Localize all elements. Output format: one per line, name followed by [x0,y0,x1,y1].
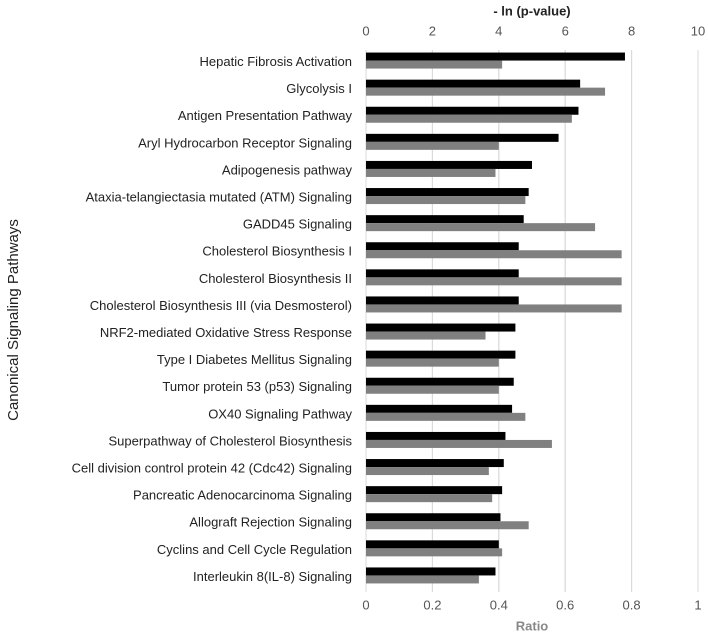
x-tick-label: 0.4 [490,597,508,612]
bar [366,106,579,115]
category-label: GADD45 Signaling [243,217,352,232]
bar [366,404,513,413]
bar [366,223,596,232]
x-tick-label: 0 [362,597,369,612]
bar [366,269,519,278]
bar [366,188,529,197]
bar [366,215,524,224]
bar [366,513,501,522]
x2-tick-label: 10 [691,23,705,38]
bar [366,377,514,386]
bar [366,412,526,421]
bar [366,439,552,448]
bar [366,114,572,123]
category-label: Tumor protein 53 (p53) Signaling [162,379,352,394]
category-label: NRF2-mediated Oxidative Stress Response [100,325,352,340]
category-label: Pancreatic Adenocarcinoma Signaling [133,488,352,503]
bar [366,575,479,584]
x-tick-label: 0.8 [623,597,641,612]
x-tick-label: 0.2 [423,597,441,612]
bar [366,540,499,549]
x2-tick-label: 8 [628,23,635,38]
bar [366,87,606,96]
category-label: Ataxia-telangiectasia mutated (ATM) Sign… [86,189,352,204]
category-label: Cholesterol Biosynthesis III (via Desmos… [90,298,352,313]
category-label: Allograft Rejection Signaling [189,515,352,530]
category-label: Type I Diabetes Mellitus Signaling [157,352,352,367]
bar [366,431,506,440]
category-label: Glycolysis I [286,81,352,96]
category-label: Cholesterol Biosynthesis II [199,271,352,286]
top-axis-title: - ln (p-value) [493,3,570,18]
bar [366,79,581,88]
x-tick-label: 0.6 [556,597,574,612]
bar [366,358,499,367]
bar [366,133,559,142]
bar [366,304,622,313]
bar [366,168,496,177]
bar [366,567,496,576]
bar [366,52,625,61]
x2-tick-label: 2 [429,23,436,38]
bar [366,296,519,305]
bar [366,323,516,332]
bar [366,242,519,251]
category-label: Superpathway of Cholesterol Biosynthesis [108,433,352,448]
category-label: Cholesterol Biosynthesis I [202,244,352,259]
bar [366,494,493,503]
bar [366,385,499,394]
bar [366,160,532,169]
y-axis-title: Canonical Signaling Pathways [5,219,22,421]
category-label: Cell division control protein 42 (Cdc42)… [72,460,352,475]
bar [366,196,526,205]
bar [366,277,622,286]
bar [366,467,489,476]
bottom-axis-title: Ratio [516,618,549,633]
bar [366,548,503,557]
bar [366,331,486,340]
category-label: Adipogenesis pathway [222,162,353,177]
bar [366,250,622,259]
category-label: Hepatic Fibrosis Activation [200,54,352,69]
x2-tick-label: 4 [495,23,502,38]
category-label: Antigen Presentation Pathway [178,108,353,123]
bar [366,486,503,495]
bar [366,350,516,359]
category-label: Interleukin 8(IL-8) Signaling [193,569,352,584]
bar [366,141,499,150]
x-tick-label: 1 [694,597,701,612]
category-label: OX40 Signaling Pathway [208,406,352,421]
bar [366,459,504,468]
x2-tick-label: 0 [362,23,369,38]
category-label: Cyclins and Cell Cycle Regulation [157,542,352,557]
category-label: Aryl Hydrocarbon Receptor Signaling [138,135,352,150]
bar [366,60,503,69]
x2-tick-label: 6 [562,23,569,38]
bar [366,521,529,530]
